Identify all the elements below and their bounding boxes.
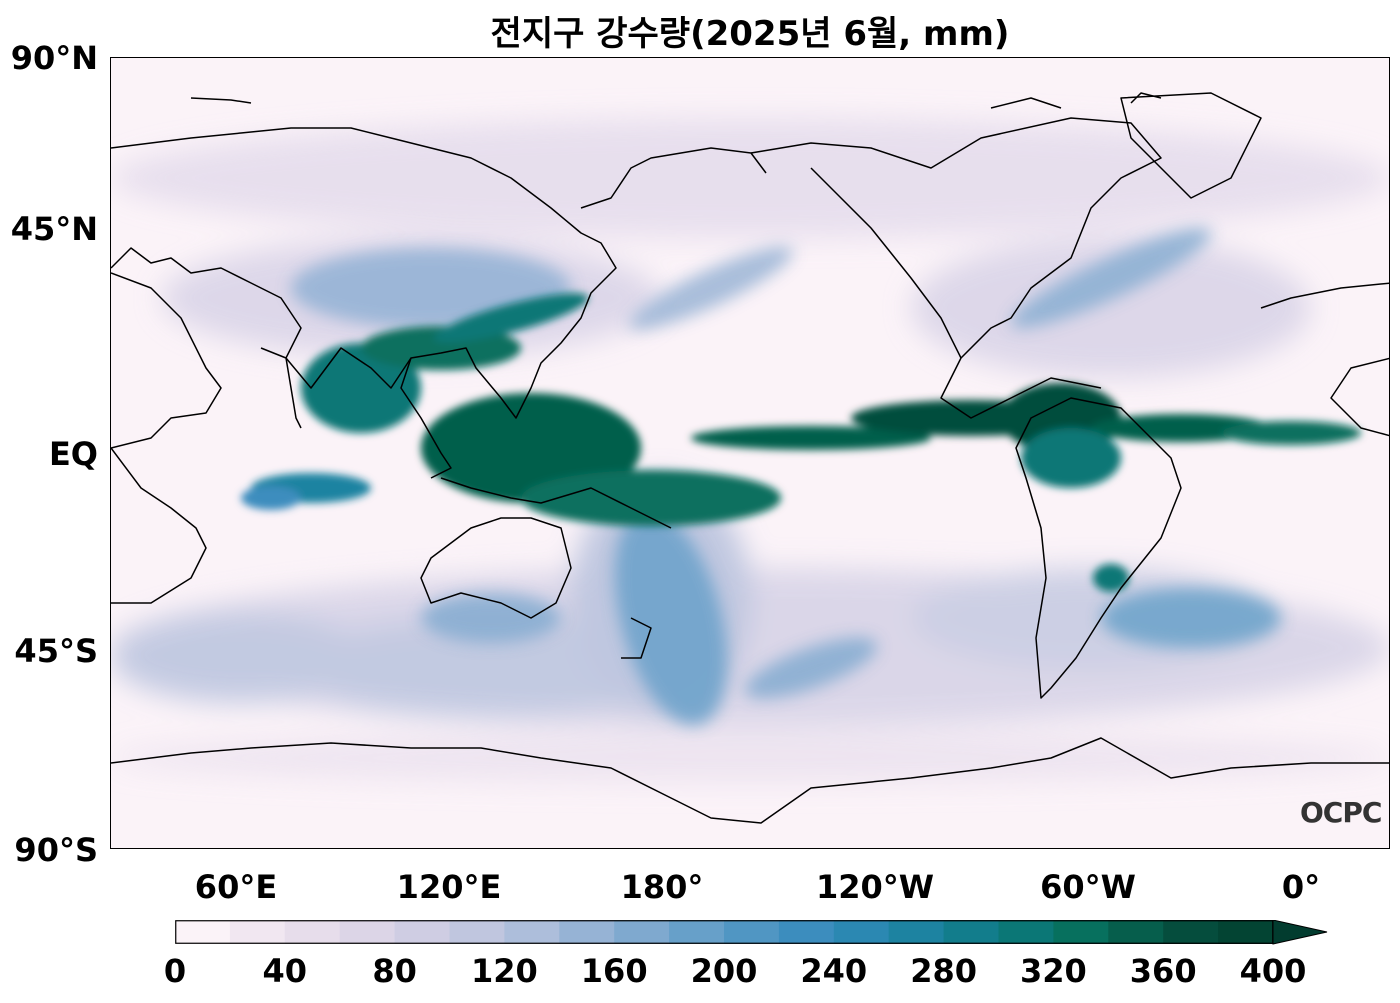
precip-heavy-field <box>241 293 1361 592</box>
colorbar-tick-label: 160 <box>580 952 648 990</box>
colorbar-segment <box>669 920 725 944</box>
coastline-arctic-islands <box>190 92 1162 109</box>
colorbar-segment <box>778 920 835 944</box>
colorbar-segment <box>1108 920 1164 944</box>
coastline-west-africa <box>1330 357 1389 437</box>
coastline-indochina <box>400 357 452 479</box>
lon-label-60w: 60°W <box>1040 868 1136 906</box>
coastline-australia <box>420 517 572 619</box>
map-title: 전지구 강수량(2025년 6월, mm) <box>490 14 1010 54</box>
lat-label-45n: 45°N <box>10 210 98 248</box>
colorbar-segment <box>998 920 1054 944</box>
colorbar-svg <box>175 919 1328 945</box>
lat-label-eq: EQ <box>48 435 98 473</box>
coastline-arabia-africa <box>111 272 222 449</box>
colorbar-segment <box>1163 920 1219 944</box>
colorbar-segment <box>1218 920 1274 944</box>
lon-label-0: 0° <box>1281 868 1321 906</box>
colorbar-outline <box>175 920 1274 944</box>
coastline-north-america-west <box>810 167 962 359</box>
colorbar-segment <box>614 920 670 944</box>
colorbar-segment <box>339 920 396 944</box>
colorbar-tick-label: 240 <box>800 952 868 990</box>
colorbar-segment <box>943 920 1000 944</box>
coastline-europe-africa-west <box>1260 282 1389 309</box>
colorbar-segment <box>449 920 505 944</box>
coastline-antarctica <box>111 737 1389 824</box>
colorbar <box>175 919 1335 950</box>
precip-moderate-field <box>291 228 1281 726</box>
lat-label-90s: 90°S <box>14 831 98 869</box>
colorbar-segment <box>833 920 890 944</box>
lat-label-90n: 90°N <box>10 39 98 77</box>
colorbar-segment <box>1053 920 1109 944</box>
coastline-india <box>260 347 302 429</box>
lon-label-120w: 120°W <box>815 868 935 906</box>
colorbar-segment <box>724 920 780 944</box>
colorbar-segment <box>504 920 560 944</box>
coastline-north-america <box>750 117 1162 419</box>
colorbar-segment <box>284 920 341 944</box>
colorbar-segment <box>175 920 231 944</box>
lat-label-45s: 45°S <box>14 632 98 670</box>
coastline-greenland <box>1120 92 1262 199</box>
lon-label-120e: 120°E <box>396 868 502 906</box>
colorbar-segment <box>559 920 615 944</box>
lon-label-60e: 60°E <box>194 868 278 906</box>
colorbar-tick-label: 280 <box>910 952 977 990</box>
colorbar-segment <box>394 920 451 944</box>
coastlines <box>111 92 1389 824</box>
colorbar-tick-label: 120 <box>470 952 538 990</box>
colorbar-tick-label: 320 <box>1019 952 1087 990</box>
coastline-eurasia <box>111 127 617 419</box>
colorbar-tick-label: 360 <box>1129 952 1197 990</box>
coastline-africa-south <box>111 447 207 604</box>
colorbar-tick-label: 0 <box>163 952 187 990</box>
colorbar-tick-label: 200 <box>690 952 758 990</box>
lon-label-180: 180° <box>620 868 704 906</box>
colorbar-extend-arrow <box>1272 919 1328 945</box>
colorbar-tick-label: 40 <box>262 952 308 990</box>
coastline-south-america <box>1015 397 1182 699</box>
colorbar-segment <box>888 920 945 944</box>
coastline-indonesia <box>440 477 672 529</box>
precipitation-map <box>110 57 1390 849</box>
ocpc-logo: OCPC <box>1300 796 1382 829</box>
colorbar-tick-label: 400 <box>1239 952 1307 990</box>
colorbar-segment <box>229 920 286 944</box>
map-canvas <box>111 58 1389 848</box>
colorbar-tick-label: 80 <box>372 952 417 990</box>
coastline-new-zealand <box>621 617 652 659</box>
